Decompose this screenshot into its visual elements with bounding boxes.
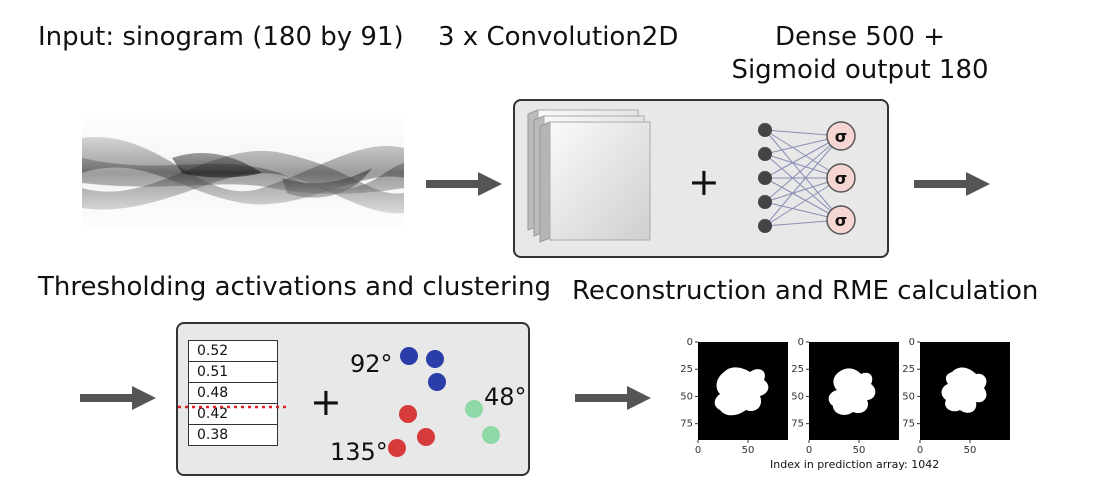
arrow-right-icon xyxy=(426,172,502,196)
x-tick-label: 50 xyxy=(964,445,977,456)
cluster-point-green xyxy=(465,400,483,418)
reconstruction-plots: 0 25 50 75 0 50 0 25 50 75 0 50 0 25 50 75 0 50 xyxy=(680,337,1010,456)
prediction-index-caption: Index in prediction array: 1042 xyxy=(770,458,940,471)
y-tick-label: 25 xyxy=(680,364,693,375)
x-tick-label: 0 xyxy=(695,445,701,456)
angle-label-48: 48° xyxy=(484,383,527,411)
table-row: 0.52 xyxy=(188,340,278,362)
table-row: 0.38 xyxy=(188,424,278,446)
arrow-right-icon xyxy=(80,386,156,410)
conv-layers-icon xyxy=(527,109,651,243)
activations-table: 0.52 0.51 0.48 0.42 0.38 xyxy=(188,340,278,446)
arrow-right-icon xyxy=(575,386,651,410)
x-tick-label: 50 xyxy=(853,445,866,456)
y-tick-label: 0 xyxy=(909,337,915,348)
thresholding-label: Thresholding activations and clustering xyxy=(38,272,551,302)
x-tick-label: 0 xyxy=(917,445,923,456)
y-tick-label: 50 xyxy=(902,391,915,402)
threshold-line xyxy=(178,405,286,409)
convolution-label: 3 x Convolution2D xyxy=(438,22,679,52)
sigma-label-3: σ xyxy=(835,211,847,230)
sigma-label-2: σ xyxy=(835,169,847,188)
y-tick-label: 0 xyxy=(798,337,804,348)
x-tick-label: 0 xyxy=(806,445,812,456)
activation-value: 0.51 xyxy=(188,361,278,383)
reconstruction-plot-3: 0 25 50 75 0 50 xyxy=(902,337,1010,456)
angle-label-135: 135° xyxy=(330,438,388,466)
reconstruction-plot-1: 0 25 50 75 0 50 xyxy=(680,337,788,456)
cluster-point-blue xyxy=(400,347,418,365)
y-tick-label: 25 xyxy=(791,364,804,375)
activation-value: 0.48 xyxy=(188,382,278,404)
arrow-right-icon xyxy=(914,172,990,196)
reconstruction-shape xyxy=(828,368,876,415)
activation-value: 0.38 xyxy=(188,424,278,446)
dense-network-icon: σ σ σ xyxy=(758,121,856,235)
dense-label-line2: Sigmoid output 180 xyxy=(731,55,989,85)
reconstruction-shape xyxy=(714,367,769,416)
cluster-points xyxy=(388,347,500,457)
angle-label-92: 92° xyxy=(350,350,393,378)
cluster-point-red xyxy=(417,428,435,446)
cluster-point-blue xyxy=(426,350,444,368)
x-tick-label: 50 xyxy=(742,445,755,456)
activation-value: 0.52 xyxy=(188,340,278,362)
cluster-plus: + xyxy=(310,380,342,424)
sinogram-image xyxy=(82,118,404,228)
y-tick-label: 0 xyxy=(687,337,693,348)
reconstruction-shape xyxy=(941,367,987,413)
y-tick-label: 75 xyxy=(680,419,693,430)
cluster-point-red xyxy=(388,439,406,457)
reconstruction-plot-2: 0 25 50 75 0 50 xyxy=(791,337,899,456)
y-tick-label: 25 xyxy=(902,364,915,375)
reconstruction-label: Reconstruction and RME calculation xyxy=(572,276,1039,306)
y-tick-label: 75 xyxy=(791,419,804,430)
network-plus: + xyxy=(688,160,720,204)
sigma-label-1: σ xyxy=(835,127,847,146)
dense-label-line1: Dense 500 + xyxy=(775,22,945,52)
cluster-point-red xyxy=(399,405,417,423)
y-tick-label: 50 xyxy=(791,391,804,402)
input-label: Input: sinogram (180 by 91) xyxy=(38,22,404,52)
cluster-point-blue xyxy=(428,373,446,391)
table-row: 0.51 xyxy=(188,361,278,383)
cluster-point-green xyxy=(482,426,500,444)
y-tick-label: 50 xyxy=(680,391,693,402)
table-row: 0.48 xyxy=(188,382,278,404)
y-tick-label: 75 xyxy=(902,419,915,430)
